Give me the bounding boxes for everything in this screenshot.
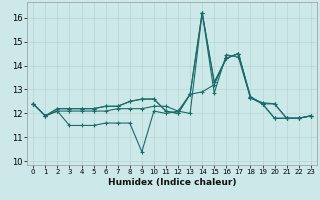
X-axis label: Humidex (Indice chaleur): Humidex (Indice chaleur): [108, 178, 236, 187]
